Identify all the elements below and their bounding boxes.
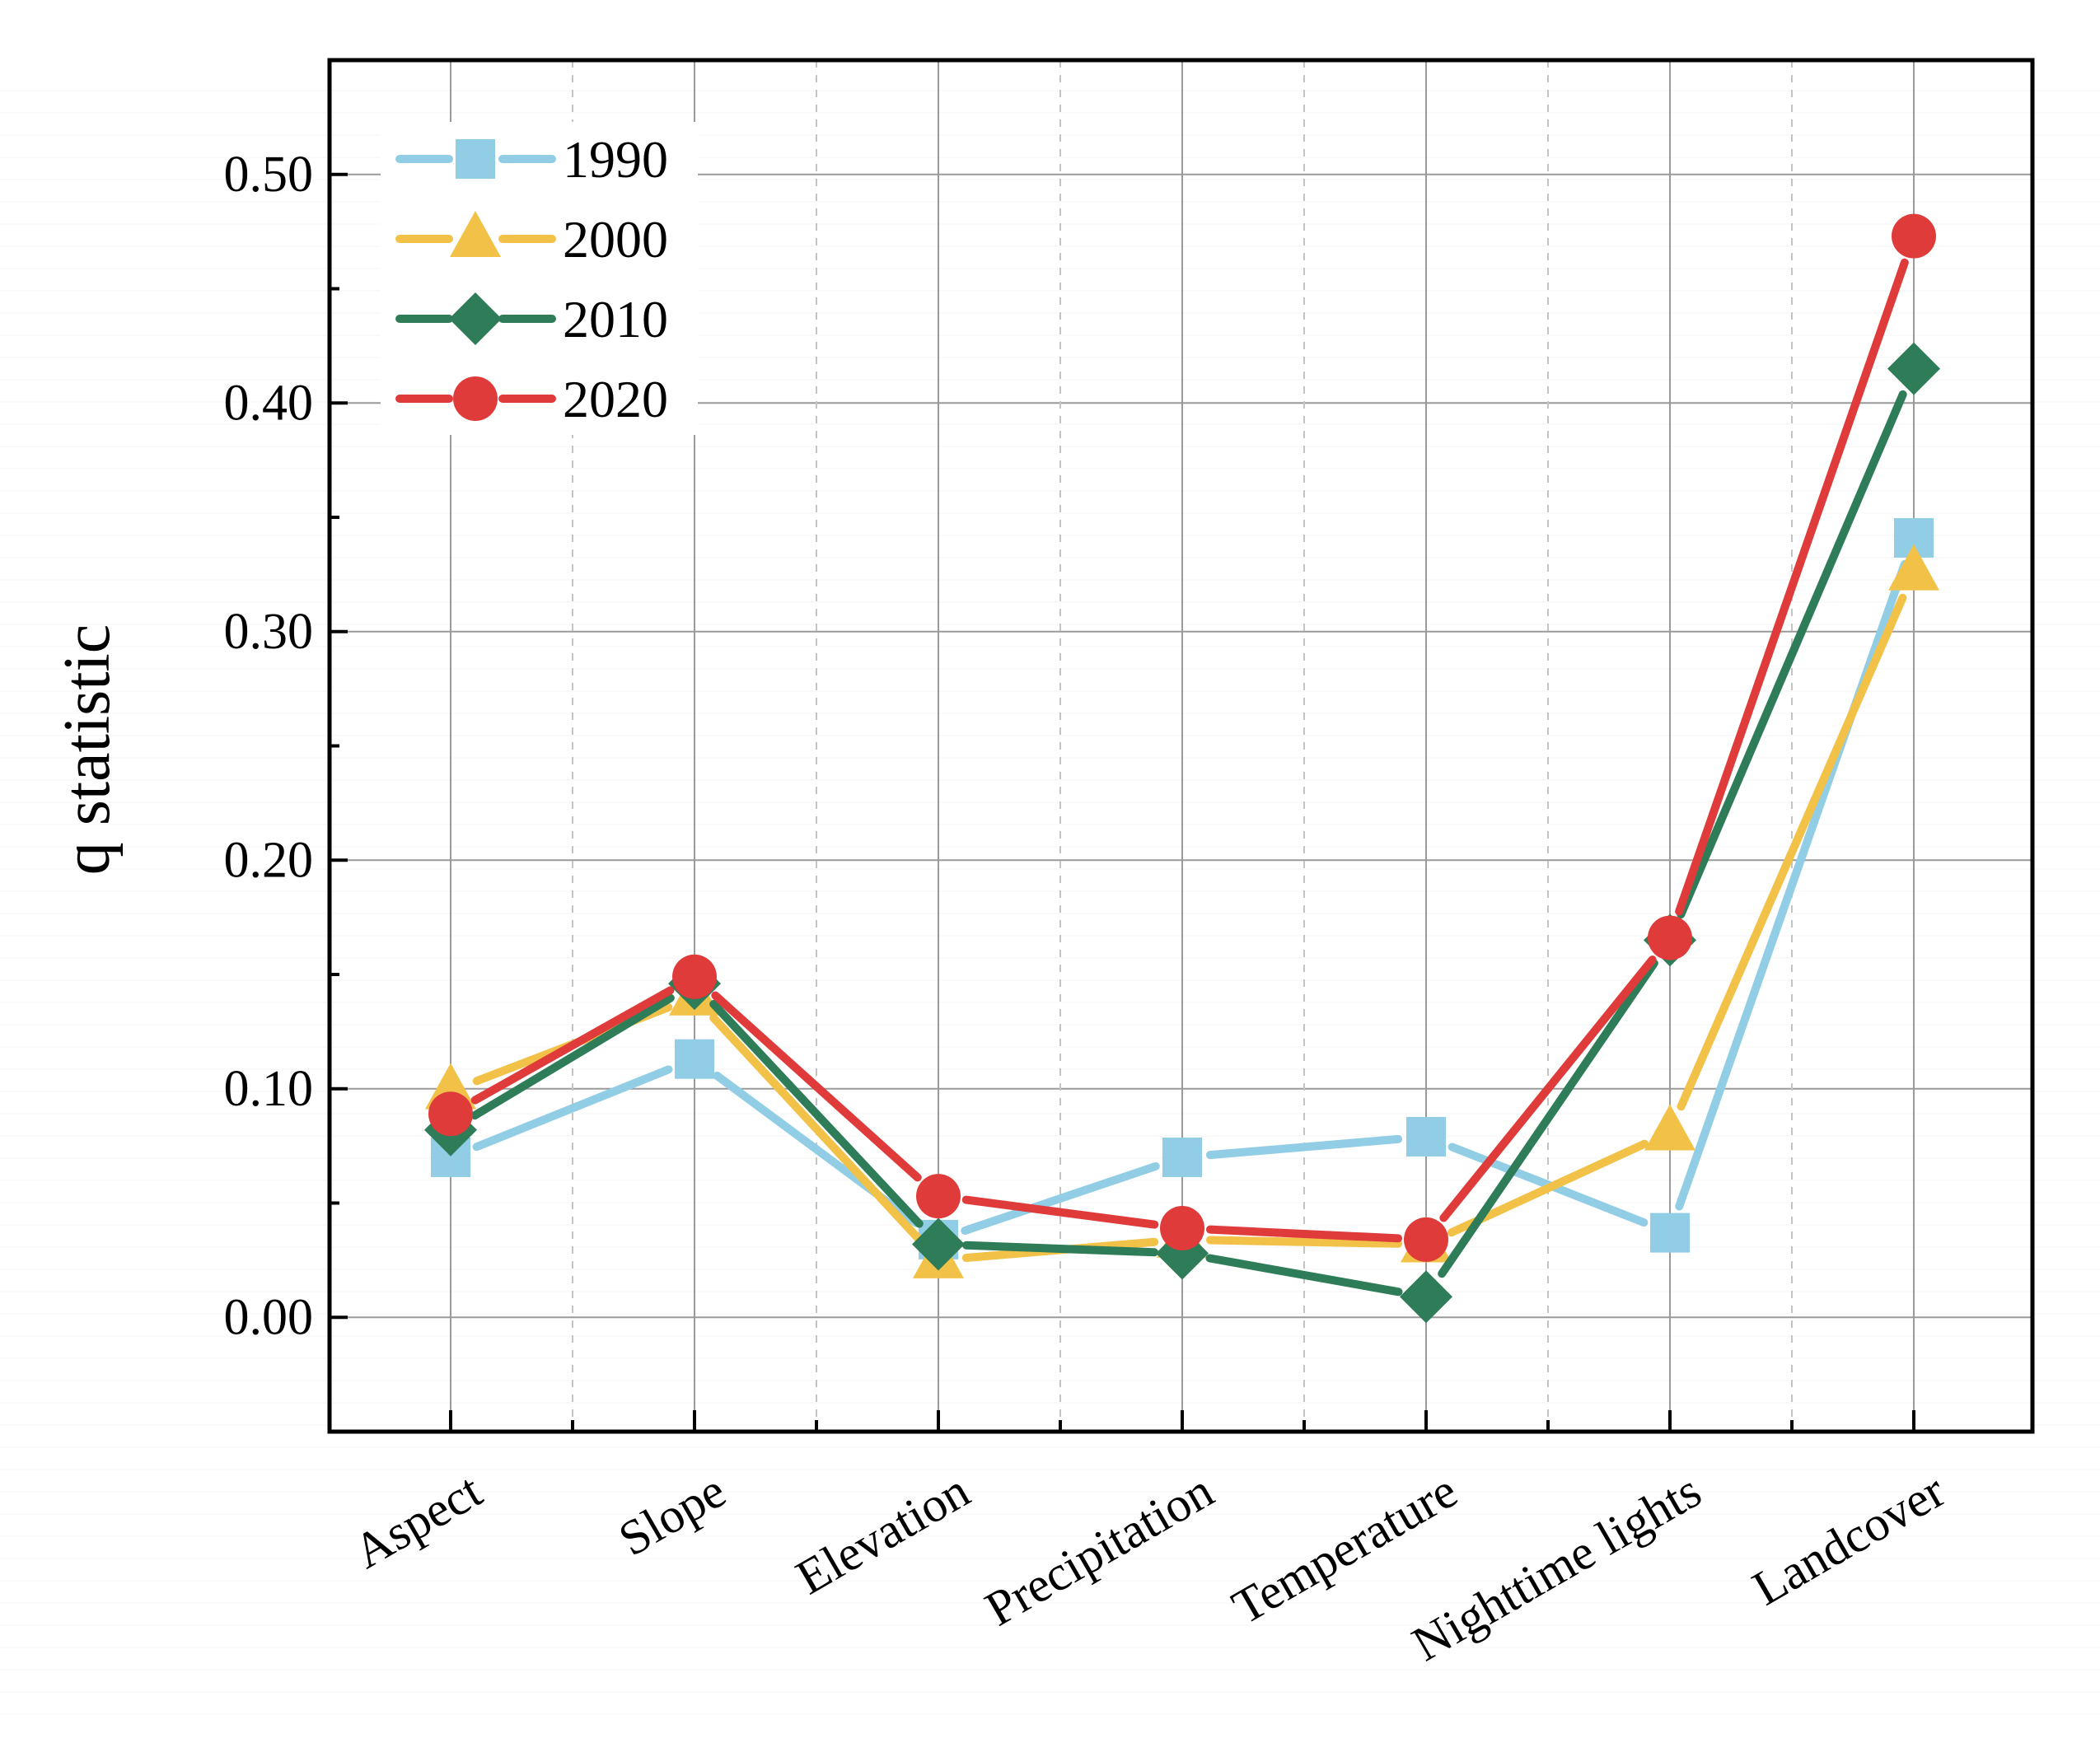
data-point: [1648, 915, 1692, 960]
series-line-segment: [1677, 593, 1907, 1111]
data-point: [1644, 1104, 1695, 1151]
series-line-segment: [1439, 956, 1657, 1222]
legend-item: 1990: [395, 130, 668, 189]
data-point: [1892, 213, 1936, 259]
data-point: [428, 1091, 473, 1137]
y-tick-label: 0.30: [224, 604, 314, 660]
data-point: [1404, 1217, 1448, 1262]
data-point: [1650, 1213, 1690, 1253]
series-line-segment: [961, 1195, 1159, 1229]
legend-label: 1990: [563, 130, 668, 189]
series-2020: [428, 213, 1936, 1262]
series-line-segment: [709, 1013, 924, 1244]
legend-label: 2020: [563, 370, 668, 428]
series-line-segment: [961, 1161, 1160, 1236]
series-line-segment: [1675, 258, 1909, 916]
series-line-segment: [1438, 959, 1658, 1278]
data-point: [1400, 1270, 1452, 1324]
legend-marker: [449, 292, 502, 345]
series-line-segment: [1677, 390, 1907, 919]
legend-background: [381, 122, 698, 435]
legend-item: 2000: [395, 210, 668, 269]
series-layer: [424, 213, 1940, 1324]
y-tick-label: 0.20: [224, 832, 314, 888]
data-point: [1162, 1138, 1202, 1177]
series-line-segment: [472, 1065, 673, 1152]
series-line-segment: [1205, 1225, 1403, 1243]
x-tick-label: Aspect: [344, 1463, 491, 1579]
series-line-segment: [470, 986, 675, 1105]
legend-marker: [450, 211, 501, 257]
data-point: [1160, 1206, 1204, 1251]
legend-label: 2000: [563, 210, 668, 269]
series-line-segment: [709, 999, 924, 1228]
y-tick-label: 0.00: [224, 1289, 314, 1345]
data-point: [916, 1174, 961, 1219]
series-line-segment: [470, 993, 675, 1120]
legend-marker: [456, 139, 495, 179]
x-tick-label: Elevation: [787, 1463, 978, 1605]
x-tick-label: Slope: [610, 1463, 734, 1566]
data-point: [1887, 342, 1940, 395]
series-line-segment: [1205, 1236, 1403, 1248]
y-tick-label: 0.50: [224, 147, 314, 203]
y-tick-label: 0.10: [224, 1061, 314, 1117]
data-point: [675, 1039, 714, 1079]
data-point: [912, 1217, 965, 1271]
legend-marker: [453, 376, 498, 421]
data-point: [672, 954, 717, 999]
series-line-segment: [1205, 1134, 1403, 1160]
y-tick-label: 0.40: [224, 375, 314, 431]
legend-label: 2010: [563, 290, 668, 348]
series-line-segment: [1205, 1254, 1403, 1297]
legend-item: 2020: [395, 370, 668, 428]
data-point: [1406, 1117, 1446, 1157]
series-line-segment: [711, 991, 922, 1182]
grid: [0, 60, 2100, 1715]
legend: 1990 2000 2010 2020: [381, 122, 698, 435]
y-axis-title: q statistic: [51, 624, 124, 875]
series-line-segment: [961, 1241, 1159, 1257]
x-tick-label: Landcover: [1743, 1463, 1953, 1615]
legend-item: 2010: [395, 290, 668, 348]
x-tick-label: Precipitation: [976, 1463, 1223, 1636]
data-point: [1888, 544, 1939, 591]
